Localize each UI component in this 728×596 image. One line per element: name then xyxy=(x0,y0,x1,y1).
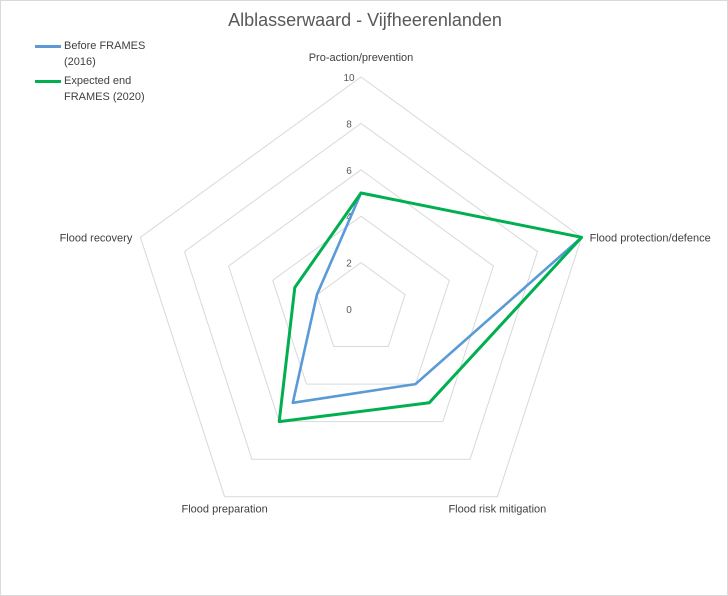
legend-item-expected: Expected end FRAMES (2020) xyxy=(35,73,175,105)
axis-label: Flood protection/defence xyxy=(590,232,711,244)
axis-label: Flood preparation xyxy=(182,504,268,516)
tick-label: 0 xyxy=(346,305,352,316)
axis-label: Flood risk mitigation xyxy=(448,504,546,516)
grid-ring xyxy=(183,122,539,460)
grid-ring xyxy=(139,76,583,498)
axis-label: Pro-action/prevention xyxy=(309,52,414,64)
legend: Before FRAMES (2016) Expected end FRAMES… xyxy=(35,38,175,108)
legend-swatch-before xyxy=(35,45,61,48)
grid-ring xyxy=(228,169,494,423)
grid-ring xyxy=(316,261,406,347)
legend-item-before: Before FRAMES (2016) xyxy=(35,38,175,70)
legend-label-expected: Expected end FRAMES (2020) xyxy=(64,75,145,103)
tick-label: 2 xyxy=(346,259,352,270)
tick-label: 8 xyxy=(346,119,352,130)
tick-label: 10 xyxy=(343,73,355,84)
chart-title: Alblasserwaard - Vijfheerenlanden xyxy=(228,10,502,30)
series-line xyxy=(277,191,584,424)
axis-label: Flood recovery xyxy=(60,232,133,244)
tick-label: 6 xyxy=(346,166,352,177)
legend-swatch-expected xyxy=(35,80,61,83)
legend-label-before: Before FRAMES (2016) xyxy=(64,40,146,68)
grid-ring xyxy=(272,215,450,385)
